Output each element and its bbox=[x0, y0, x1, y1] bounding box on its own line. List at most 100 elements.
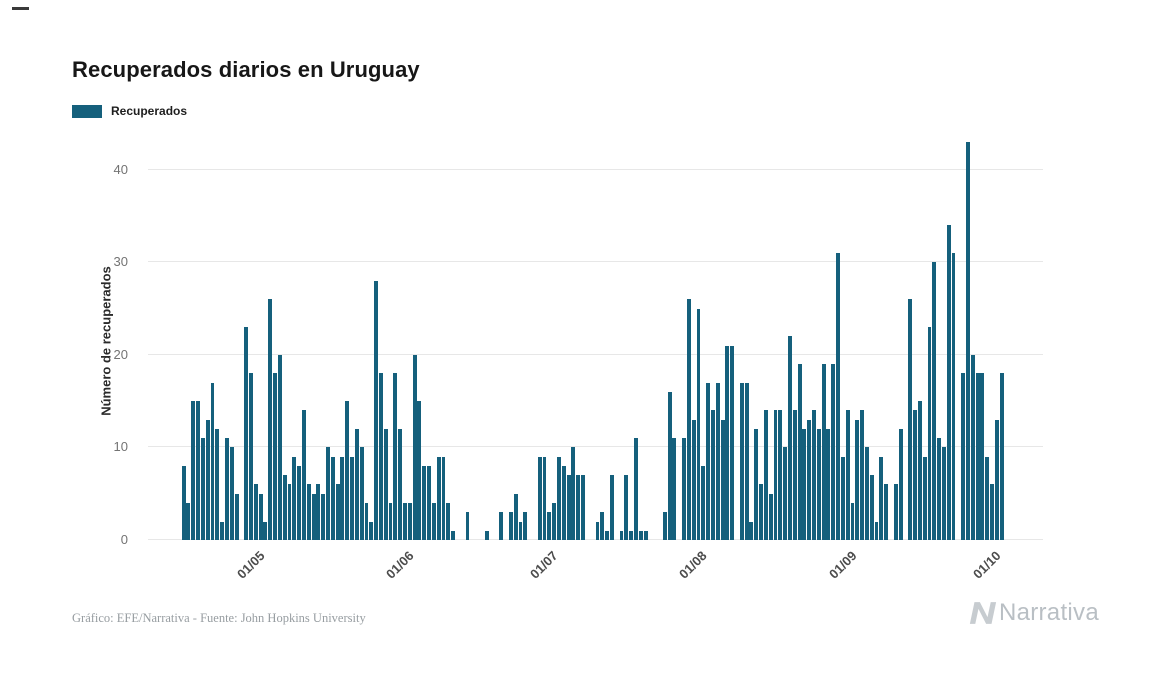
bar-recuperados bbox=[985, 456, 990, 540]
bar-recuperados bbox=[893, 484, 898, 540]
bar-recuperados bbox=[537, 456, 542, 540]
legend-item-recuperados[interactable]: Recuperados bbox=[72, 104, 187, 118]
footer-credit: Gráfico: EFE/Narrativa - Fuente: John Ho… bbox=[72, 611, 366, 625]
bar-recuperados bbox=[691, 419, 696, 540]
bar-recuperados bbox=[773, 410, 778, 540]
bar-recuperados bbox=[321, 493, 326, 540]
y-axis-tick-labels: 0 10 20 30 40 bbox=[0, 142, 138, 547]
bar-recuperados bbox=[306, 484, 311, 540]
bar-recuperados bbox=[946, 225, 951, 540]
bar-recuperados bbox=[792, 410, 797, 540]
bar-recuperados bbox=[191, 401, 196, 540]
bar-recuperados bbox=[547, 512, 552, 540]
bar-recuperados bbox=[378, 373, 383, 540]
bar-recuperados bbox=[451, 530, 456, 540]
bar-recuperados bbox=[629, 530, 634, 540]
bar-recuperados bbox=[609, 475, 614, 540]
bar-recuperados bbox=[961, 373, 966, 540]
bar-recuperados bbox=[576, 475, 581, 540]
bar-recuperados bbox=[768, 493, 773, 540]
bar-recuperados bbox=[369, 521, 374, 540]
y-tick-label: 40 bbox=[113, 161, 128, 177]
bar-recuperados bbox=[436, 456, 441, 540]
bar-recuperados bbox=[277, 354, 282, 540]
bar-recuperados bbox=[763, 410, 768, 540]
bar-recuperados bbox=[196, 401, 201, 540]
gridline bbox=[148, 446, 1043, 448]
bar-recuperados bbox=[393, 373, 398, 540]
bar-recuperados bbox=[388, 502, 393, 540]
bar-recuperados bbox=[994, 419, 999, 540]
bar-recuperados bbox=[706, 382, 711, 540]
bar-recuperados bbox=[595, 521, 600, 540]
bar-recuperados bbox=[301, 410, 306, 540]
bar-recuperados bbox=[484, 530, 489, 540]
screen-edge-artifact bbox=[12, 7, 29, 10]
bar-recuperados bbox=[518, 521, 523, 540]
bar-recuperados bbox=[407, 502, 412, 540]
bar-recuperados bbox=[287, 484, 292, 540]
bar-recuperados bbox=[787, 336, 792, 540]
bar-recuperados bbox=[715, 382, 720, 540]
bar-recuperados bbox=[220, 521, 225, 540]
bar-recuperados bbox=[941, 447, 946, 540]
bar-recuperados bbox=[927, 327, 932, 540]
bar-recuperados bbox=[359, 447, 364, 540]
bar-recuperados bbox=[638, 530, 643, 540]
bar-recuperados bbox=[215, 428, 220, 540]
bar-recuperados bbox=[268, 299, 273, 540]
bar-recuperados bbox=[913, 410, 917, 540]
bar-recuperados bbox=[186, 502, 191, 540]
bar-recuperados bbox=[970, 354, 975, 540]
bar-recuperados bbox=[316, 484, 321, 540]
x-tick-label: 01/09 bbox=[825, 548, 860, 582]
bar-recuperados bbox=[836, 253, 840, 540]
bar-recuperados bbox=[980, 373, 985, 540]
legend-swatch bbox=[72, 104, 102, 118]
bar-recuperados bbox=[619, 530, 624, 540]
bar-recuperados bbox=[441, 456, 446, 540]
bar-recuperados bbox=[542, 456, 547, 540]
bar-recuperados bbox=[845, 410, 850, 540]
bar-recuperados bbox=[869, 475, 874, 540]
bar-recuperados bbox=[840, 456, 845, 540]
bar-recuperados bbox=[561, 465, 566, 540]
bar-recuperados bbox=[253, 484, 258, 540]
x-axis-tick-labels: 01/05 01/06 01/07 01/08 01/09 01/10 bbox=[148, 540, 1043, 610]
bar-recuperados bbox=[831, 364, 836, 540]
bar-recuperados bbox=[937, 438, 942, 540]
bar-recuperados bbox=[720, 419, 725, 540]
bar-recuperados bbox=[374, 280, 379, 540]
bar-recuperados bbox=[682, 438, 687, 540]
x-tick-label: 01/07 bbox=[527, 548, 561, 582]
bar-recuperados bbox=[330, 456, 335, 540]
bar-recuperados bbox=[412, 354, 417, 540]
bar-recuperados bbox=[297, 465, 302, 540]
bar-recuperados bbox=[224, 438, 229, 540]
y-tick-label: 0 bbox=[120, 532, 128, 547]
bar-recuperados bbox=[508, 512, 513, 540]
y-tick-label: 10 bbox=[113, 439, 128, 455]
bar-recuperados bbox=[403, 502, 407, 540]
bar-recuperados bbox=[446, 502, 451, 540]
bar-recuperados bbox=[335, 484, 340, 540]
bar-recuperados bbox=[710, 410, 715, 540]
bar-recuperados bbox=[340, 456, 345, 540]
bar-recuperados bbox=[701, 465, 706, 540]
y-tick-label: 30 bbox=[113, 254, 128, 270]
bar-recuperados bbox=[311, 493, 316, 540]
bar-recuperados bbox=[244, 327, 249, 540]
gridline bbox=[148, 353, 1043, 355]
bar-recuperados bbox=[908, 299, 913, 540]
bar-recuperados bbox=[229, 447, 234, 540]
bar-recuperados bbox=[345, 401, 350, 540]
bar-recuperados bbox=[696, 308, 701, 540]
bar-recuperados bbox=[975, 373, 980, 540]
bar-recuperados bbox=[864, 447, 869, 540]
gridline bbox=[148, 168, 1043, 170]
bar-recuperados bbox=[667, 391, 672, 540]
bar-recuperados bbox=[672, 438, 677, 540]
bar-recuperados bbox=[181, 465, 186, 540]
bar-recuperados bbox=[932, 262, 937, 540]
y-tick-label: 20 bbox=[113, 346, 128, 362]
